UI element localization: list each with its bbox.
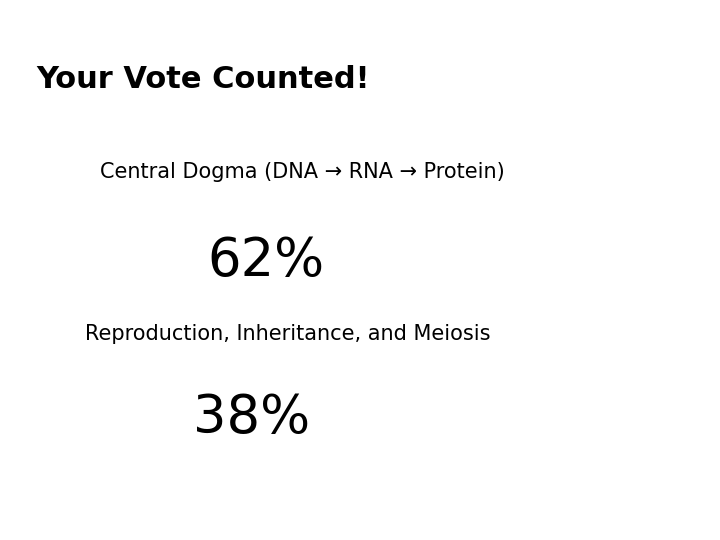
Text: Your Vote Counted!: Your Vote Counted! — [36, 65, 369, 94]
Text: 38%: 38% — [194, 392, 310, 443]
Text: Reproduction, Inheritance, and Meiosis: Reproduction, Inheritance, and Meiosis — [85, 324, 491, 344]
Text: Central Dogma (DNA → RNA → Protein): Central Dogma (DNA → RNA → Protein) — [100, 162, 505, 182]
Text: 62%: 62% — [208, 235, 325, 287]
